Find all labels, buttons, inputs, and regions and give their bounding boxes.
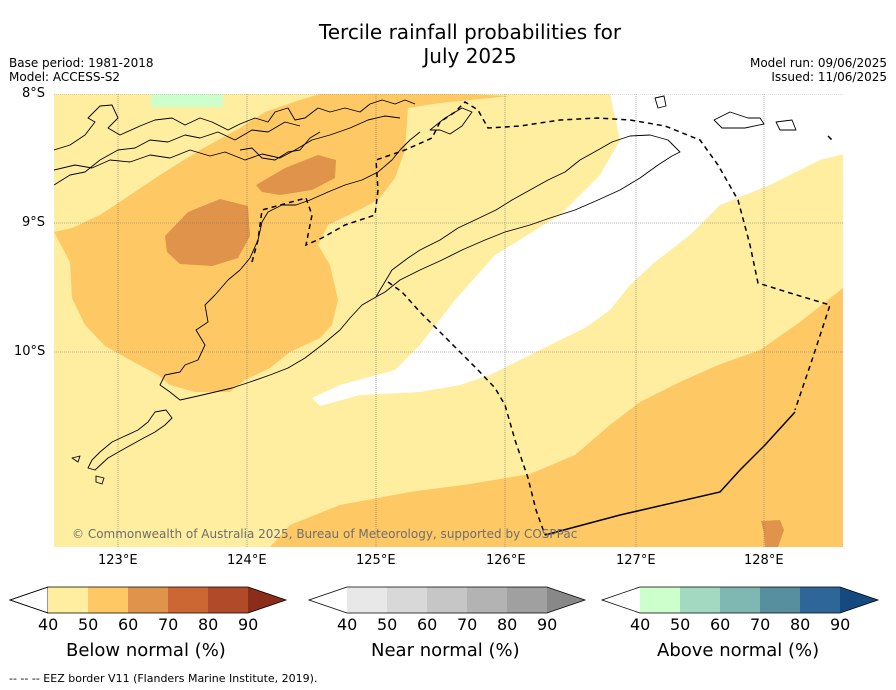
cb1-seg-3 bbox=[128, 587, 168, 613]
lon-label-128e: 128°E bbox=[744, 553, 784, 568]
cb1-tick-50: 50 bbox=[78, 615, 99, 634]
graticule bbox=[54, 94, 843, 547]
eez-footnote: -- -- -- EEZ border V11 (Flanders Marine… bbox=[9, 672, 318, 685]
cb2-seg-4 bbox=[467, 587, 507, 613]
lon-label-125e: 125°E bbox=[356, 553, 396, 568]
base-period-text: Base period: 1981-2018 bbox=[9, 56, 154, 70]
cb3-tick-50: 50 bbox=[670, 615, 691, 634]
cb1-tick-60: 60 bbox=[118, 615, 139, 634]
above-normal-colorbar bbox=[600, 586, 880, 614]
cb2-seg-6 bbox=[547, 587, 585, 613]
above-normal-40-50-area bbox=[151, 94, 223, 107]
cb3-tick-80: 80 bbox=[790, 615, 811, 634]
cb3-tick-60: 60 bbox=[710, 615, 731, 634]
model-run-text: Model run: 09/06/2025 bbox=[749, 56, 887, 70]
flores-alor-coast bbox=[54, 99, 416, 171]
cb2-tick-50: 50 bbox=[377, 615, 398, 634]
cb2-seg-2 bbox=[387, 587, 427, 613]
coastline bbox=[54, 95, 797, 485]
below-normal-title: Below normal (%) bbox=[66, 640, 226, 661]
copyright-text: © Commonwealth of Australia 2025, Bureau… bbox=[72, 527, 577, 541]
below-normal-50-60-west bbox=[54, 94, 510, 392]
below-normal-60-70-north bbox=[256, 155, 336, 195]
cb3-seg-2 bbox=[680, 587, 720, 613]
cb2-seg-0 bbox=[309, 587, 347, 613]
cb2-seg-5 bbox=[507, 587, 547, 613]
near-normal-colorbar bbox=[307, 586, 587, 614]
cb3-seg-4 bbox=[760, 587, 800, 613]
chart-title-line2: July 2025 bbox=[423, 44, 517, 68]
below-normal-60-70-west bbox=[165, 199, 250, 266]
cb3-tick-40: 40 bbox=[630, 615, 651, 634]
cb3-tick-90: 90 bbox=[830, 615, 851, 634]
cb1-seg-5 bbox=[208, 587, 248, 613]
above-normal-title: Above normal (%) bbox=[657, 640, 820, 661]
cb2-seg-1 bbox=[347, 587, 387, 613]
cb1-seg-2 bbox=[88, 587, 128, 613]
eez-border bbox=[251, 101, 833, 536]
neutral-area bbox=[312, 94, 843, 406]
lon-label-124e: 124°E bbox=[227, 553, 267, 568]
timor-coast bbox=[375, 134, 681, 298]
cb2-tick-70: 70 bbox=[457, 615, 478, 634]
lon-label-126e: 126°E bbox=[486, 553, 526, 568]
cb2-tick-60: 60 bbox=[417, 615, 438, 634]
lon-label-127e: 127°E bbox=[616, 553, 656, 568]
cb1-seg-0 bbox=[8, 586, 49, 614]
cb1-seg-1 bbox=[48, 587, 88, 613]
cb3-seg-6 bbox=[840, 587, 878, 613]
cb1-tick-70: 70 bbox=[158, 615, 179, 634]
lat-label-9s: 9°S bbox=[22, 215, 46, 230]
chart-title-line1: Tercile rainfall probabilities for bbox=[318, 20, 622, 44]
cb2-tick-90: 90 bbox=[537, 615, 558, 634]
cb3-seg-0 bbox=[602, 587, 640, 613]
issued-text: Issued: 11/06/2025 bbox=[771, 70, 887, 84]
rote-coast bbox=[87, 409, 173, 471]
cb1-tick-40: 40 bbox=[38, 615, 59, 634]
eez-border-solid bbox=[544, 411, 796, 536]
cb1-seg-6 bbox=[248, 587, 286, 613]
below-normal-colorbar bbox=[8, 586, 288, 614]
cb2-tick-40: 40 bbox=[337, 615, 358, 634]
model-text: Model: ACCESS-S2 bbox=[9, 70, 121, 84]
rainfall-probability-map: © Commonwealth of Australia 2025, Bureau… bbox=[54, 94, 843, 547]
cb3-seg-1 bbox=[640, 587, 680, 613]
cb3-seg-3 bbox=[720, 587, 760, 613]
near-normal-title: Near normal (%) bbox=[371, 640, 520, 661]
cb2-seg-3 bbox=[427, 587, 467, 613]
below-normal-60-70-south bbox=[761, 520, 784, 547]
cb1-tick-90: 90 bbox=[238, 615, 259, 634]
cb1-seg-4 bbox=[168, 587, 208, 613]
cb2-tick-80: 80 bbox=[497, 615, 518, 634]
cb1-tick-80: 80 bbox=[198, 615, 219, 634]
below-normal-50-60-southeast bbox=[270, 288, 843, 547]
lon-label-123e: 123°E bbox=[98, 553, 138, 568]
lat-label-10s: 10°S bbox=[14, 344, 46, 359]
lat-label-8s: 8°S bbox=[22, 86, 46, 101]
cb3-seg-5 bbox=[800, 587, 840, 613]
cb3-tick-70: 70 bbox=[750, 615, 771, 634]
